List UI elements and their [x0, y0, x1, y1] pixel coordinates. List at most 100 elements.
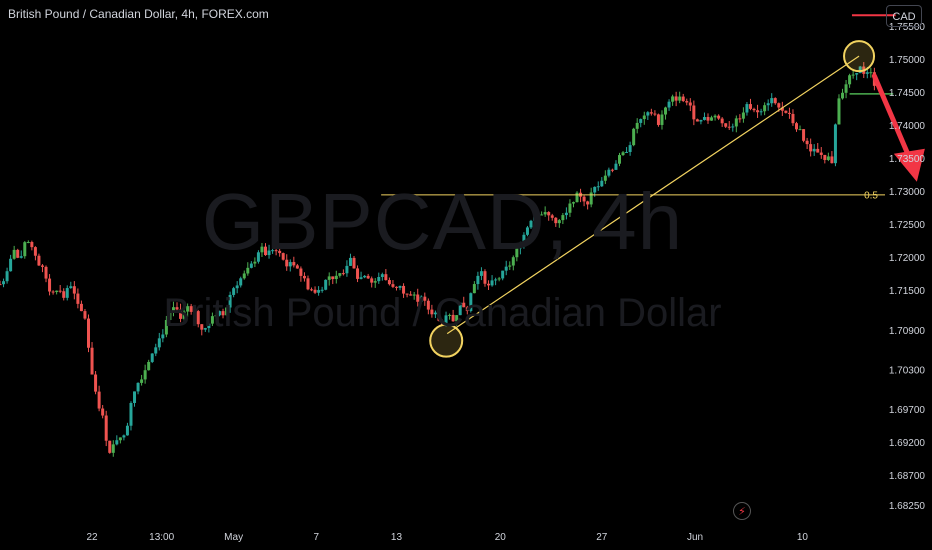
candle-body	[30, 242, 34, 248]
candle-body	[426, 300, 430, 310]
candle-body	[214, 315, 218, 317]
currency-badge[interactable]: CAD	[886, 5, 922, 27]
price-tick-label: 1.70300	[889, 366, 926, 377]
chart-title: British Pound / Canadian Dollar, 4h, FOR…	[8, 7, 269, 21]
candle-body	[217, 311, 221, 316]
swing-low-circle	[429, 323, 464, 358]
candle-body	[667, 101, 671, 108]
price-tick-label: 1.75000	[889, 55, 926, 66]
candle-body	[550, 215, 554, 218]
candle-body	[483, 271, 487, 284]
candle-body	[727, 126, 731, 128]
time-axis[interactable]: 22 13:00 May 7 13 20 27 Jun 10	[86, 532, 808, 543]
candle-body	[511, 257, 515, 266]
candle-body	[348, 257, 352, 266]
candle-body	[101, 408, 105, 416]
candle-body	[702, 117, 706, 120]
candle-body	[805, 140, 809, 145]
price-tick-label: 1.72000	[889, 253, 926, 264]
candle-body	[462, 302, 466, 308]
candle-body	[738, 118, 742, 120]
candle-body	[582, 196, 586, 202]
candle-body	[833, 124, 837, 164]
candle-body	[476, 275, 480, 285]
candle-body	[487, 283, 491, 286]
candle-body	[384, 274, 388, 281]
candle-body	[260, 246, 264, 253]
candle-body	[571, 202, 575, 204]
candle-body	[352, 257, 356, 269]
candle-body	[791, 113, 795, 124]
time-tick-label: 13	[391, 532, 403, 543]
price-axis[interactable]: 1.75500 1.75000 1.74500 1.74000 1.73500 1.730…	[889, 22, 926, 512]
candle-body	[773, 98, 777, 104]
candle-body	[763, 105, 767, 112]
price-tick-label: 1.68250	[889, 501, 926, 512]
lightning-icon[interactable]: ⚡	[733, 502, 751, 520]
candle-body	[324, 279, 328, 290]
candle-body	[133, 391, 137, 403]
candle-body	[596, 186, 600, 188]
candle-body	[200, 324, 204, 330]
time-tick-label: 13:00	[149, 532, 174, 543]
candle-body	[171, 307, 175, 314]
candle-body	[518, 246, 522, 249]
candle-body	[299, 268, 303, 276]
price-tick-label: 1.69700	[889, 405, 926, 416]
candle-body	[373, 281, 377, 283]
candle-body	[533, 216, 537, 221]
candle-body	[642, 115, 646, 120]
candle-body	[522, 234, 526, 247]
fib-level-label: 0.5	[864, 190, 878, 201]
candle-body	[830, 156, 834, 164]
candle-body	[285, 259, 289, 267]
candle-body	[51, 291, 55, 293]
candle-body	[479, 271, 483, 276]
candle-body	[310, 289, 314, 291]
candle-body	[423, 296, 427, 301]
candle-body	[48, 278, 52, 292]
candle-body	[249, 263, 253, 268]
price-tick-label: 1.74500	[889, 88, 926, 99]
candle-body	[256, 252, 260, 262]
time-tick-label: Jun	[687, 532, 703, 543]
price-tick-label: 1.73500	[889, 154, 926, 165]
candle-body	[136, 382, 140, 392]
candle-body	[278, 250, 282, 254]
candle-body	[812, 148, 816, 152]
candle-body	[614, 163, 618, 170]
candle-body	[448, 314, 452, 316]
candle-body	[235, 285, 239, 289]
price-tick-label: 1.70900	[889, 326, 926, 337]
candle-body	[501, 270, 505, 279]
candle-body	[543, 212, 547, 215]
candle-body	[108, 440, 112, 453]
candle-body	[784, 110, 788, 113]
candle-body	[370, 278, 374, 283]
candle-body	[313, 289, 317, 293]
candle-body	[267, 250, 271, 256]
candle-body	[575, 192, 579, 203]
candle-body	[193, 311, 197, 313]
candle-body	[646, 112, 650, 116]
candle-body	[600, 180, 604, 187]
candle-body	[607, 169, 611, 176]
time-tick-label: May	[224, 532, 243, 543]
candle-body	[239, 278, 243, 286]
candle-body	[610, 169, 614, 171]
price-tick-label: 1.72500	[889, 220, 926, 231]
candle-body	[387, 280, 391, 285]
candle-body	[564, 212, 568, 216]
time-tick-label: 22	[86, 532, 98, 543]
candle-body	[179, 309, 183, 319]
candle-body	[9, 258, 13, 272]
candle-body	[5, 271, 9, 282]
candle-body	[734, 118, 738, 127]
candle-body	[494, 279, 498, 281]
candle-body	[157, 338, 161, 348]
price-tick-label: 1.69200	[889, 438, 926, 449]
candle-body	[363, 275, 367, 278]
candle-body	[281, 253, 285, 260]
candle-body	[345, 265, 349, 274]
